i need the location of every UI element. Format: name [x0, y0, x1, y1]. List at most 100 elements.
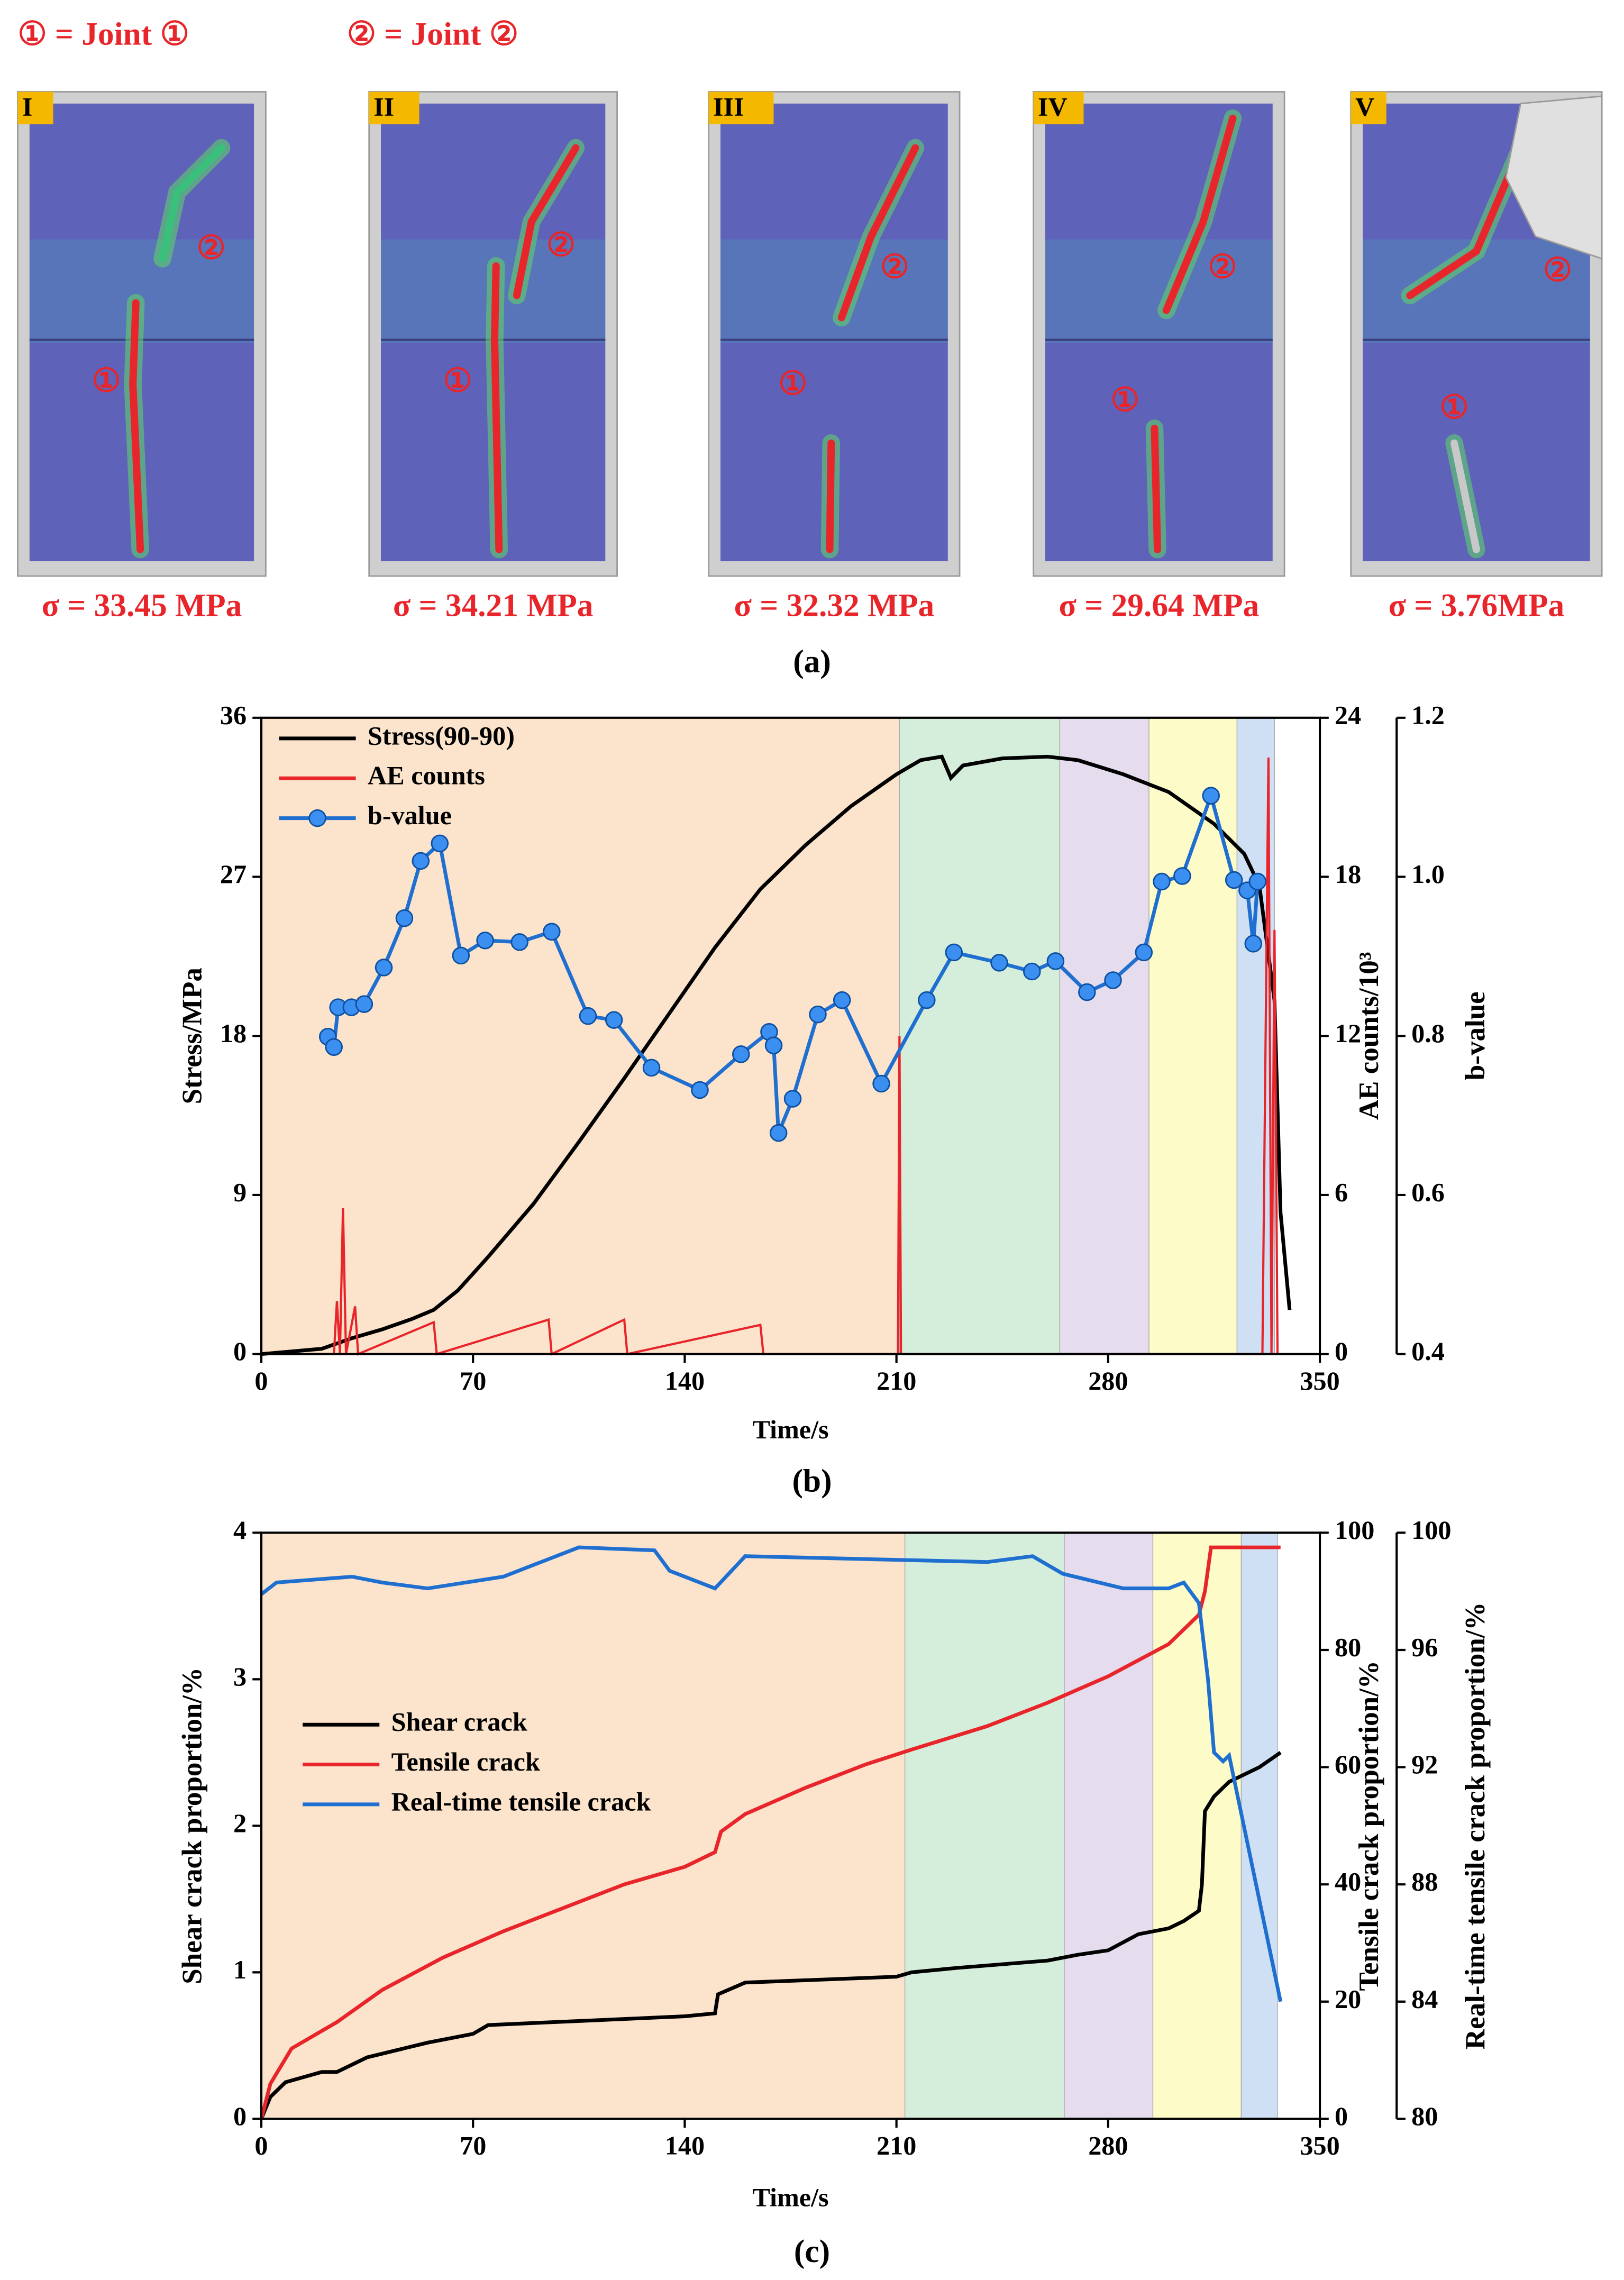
y-tick-label: 4: [233, 1515, 247, 1545]
x-tick-label: 0: [254, 1366, 268, 1396]
y-tick-label: 9: [233, 1177, 247, 1207]
stress-label: σ = 34.21 MPa: [393, 587, 594, 623]
series-marker: [642, 1059, 661, 1077]
series-marker: [1046, 952, 1065, 970]
y2-tick-label: 100: [1335, 1515, 1374, 1545]
panel-label-box: [1351, 92, 1386, 124]
strain-crack: [159, 144, 225, 262]
legend-label: b-value: [368, 800, 452, 830]
series-marker: [872, 1074, 890, 1093]
y3-tick-label: 1.0: [1411, 859, 1445, 889]
x-axis-title: Time/s: [752, 1415, 828, 1444]
x-tick-label: 140: [665, 1366, 705, 1396]
y2-tick-label: 60: [1335, 1749, 1361, 1779]
series-marker: [945, 943, 963, 962]
series-marker: [990, 954, 1008, 972]
series-marker: [1023, 962, 1041, 981]
y-axis-title: Shear crack proportion/%: [177, 1667, 208, 1984]
series-marker: [412, 852, 430, 870]
joint-marker: ①: [1110, 382, 1139, 418]
caption: (c): [794, 2233, 830, 2269]
y2-tick-label: 20: [1335, 1984, 1361, 2013]
y2-tick-label: 80: [1335, 1633, 1361, 1662]
y-tick-label: 18: [220, 1018, 247, 1048]
y3-tick-label: 0.8: [1411, 1018, 1445, 1048]
panel-label-box: [708, 92, 774, 124]
stress-label: σ = 33.45 MPa: [42, 587, 242, 623]
series-marker: [543, 923, 561, 941]
series-marker: [510, 933, 529, 951]
phase-region: [1240, 1532, 1278, 2120]
strain-crack: [513, 144, 580, 299]
phase-region: [899, 717, 1061, 1355]
series-marker: [1248, 872, 1267, 891]
joint-marker: ②: [197, 230, 226, 266]
y-tick-label: 0: [233, 2101, 247, 2131]
joint-marker: ②: [1543, 252, 1572, 288]
y2-axis-title: AE counts/10³: [1354, 952, 1384, 1120]
series-marker: [1153, 872, 1171, 891]
series-marker: [1202, 787, 1220, 805]
series-marker: [764, 1036, 783, 1055]
y-tick-label: 36: [220, 700, 247, 729]
y2-tick-label: 0: [1335, 1336, 1348, 1366]
joint-legend: ② = Joint ②: [347, 16, 518, 52]
series-marker: [1173, 867, 1191, 885]
x-tick-label: 350: [1300, 2131, 1339, 2160]
joint-marker: ②: [880, 249, 909, 285]
y3-tick-label: 80: [1411, 2101, 1438, 2131]
strain-crack: [837, 144, 919, 322]
x-tick-label: 70: [460, 1366, 486, 1396]
y2-tick-label: 6: [1335, 1177, 1348, 1207]
series-line: [261, 754, 1292, 1356]
series-marker: [605, 1011, 623, 1029]
series-marker: [325, 1038, 343, 1056]
joint-marker: ①: [778, 366, 807, 402]
strain-crack: [1450, 439, 1480, 553]
y2-tick-label: 24: [1335, 700, 1361, 729]
x-tick-label: 140: [665, 2131, 705, 2160]
y-tick-label: 2: [233, 1808, 247, 1838]
phase-region: [904, 1532, 1065, 2120]
stress-label: σ = 32.32 MPa: [734, 587, 935, 623]
stress-label: σ = 3.76MPa: [1389, 587, 1565, 623]
y3-tick-label: 92: [1411, 1749, 1438, 1779]
strain-crack: [129, 299, 144, 553]
series-marker: [375, 959, 393, 977]
y3-tick-label: 0.6: [1411, 1177, 1445, 1207]
y-tick-label: 0: [233, 1336, 247, 1366]
series-marker: [691, 1081, 709, 1099]
y3-tick-label: 84: [1411, 1984, 1438, 2013]
series-line: [326, 789, 1260, 1134]
joint-marker: ①: [443, 363, 472, 399]
series-marker: [1225, 871, 1243, 889]
joint-marker: ①: [1440, 389, 1469, 425]
caption: (a): [793, 643, 831, 679]
strain-band: [1045, 239, 1273, 343]
y3-axis-title: b-value: [1460, 991, 1491, 1080]
spalled-region: [1505, 95, 1603, 260]
stress-label: σ = 29.64 MPa: [1059, 587, 1260, 623]
panel-label-box: [1033, 92, 1084, 124]
x-tick-label: 280: [1088, 1366, 1128, 1396]
phase-region: [261, 717, 900, 1355]
panel-label: I: [22, 92, 33, 121]
legend-label: Tensile crack: [391, 1747, 540, 1776]
series-marker: [452, 946, 470, 965]
legend-label: Real-time tensile crack: [391, 1786, 651, 1816]
joint-legend: ① = Joint ①: [17, 16, 189, 52]
x-axis-title: Time/s: [752, 2182, 828, 2212]
panel-label: II: [373, 92, 394, 121]
legend-label: Shear crack: [391, 1707, 527, 1737]
y2-axis-title: Tensile crack proportion/%: [1354, 1661, 1384, 1991]
y2-tick-label: 0: [1335, 2101, 1348, 2131]
series-line: [260, 1545, 1283, 2002]
panel-label: IV: [1038, 92, 1068, 121]
series-marker: [395, 909, 414, 927]
y3-tick-label: 88: [1411, 1867, 1438, 1896]
y2-tick-label: 12: [1335, 1018, 1361, 1048]
strain-band: [720, 239, 948, 343]
series-marker: [769, 1124, 788, 1142]
panel-label: III: [713, 92, 744, 121]
